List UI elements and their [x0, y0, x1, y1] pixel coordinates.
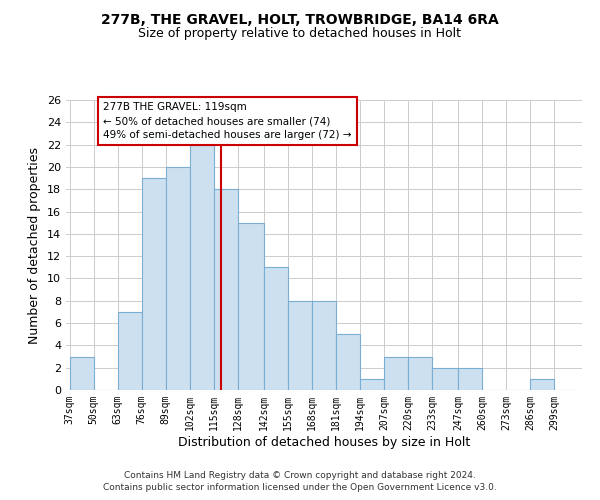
Bar: [166, 167, 190, 390]
Text: Contains public sector information licensed under the Open Government Licence v3: Contains public sector information licen…: [103, 484, 497, 492]
Text: 277B THE GRAVEL: 119sqm
← 50% of detached houses are smaller (74)
49% of semi-de: 277B THE GRAVEL: 119sqm ← 50% of detache…: [103, 102, 352, 140]
Bar: [142, 178, 166, 390]
Bar: [288, 301, 312, 390]
Bar: [238, 222, 264, 390]
Bar: [458, 368, 482, 390]
Bar: [264, 268, 288, 390]
Bar: [432, 368, 458, 390]
Bar: [70, 356, 94, 390]
Bar: [384, 356, 408, 390]
Bar: [336, 334, 360, 390]
X-axis label: Distribution of detached houses by size in Holt: Distribution of detached houses by size …: [178, 436, 470, 448]
Bar: [118, 312, 142, 390]
Bar: [312, 301, 336, 390]
Text: Size of property relative to detached houses in Holt: Size of property relative to detached ho…: [139, 28, 461, 40]
Bar: [190, 144, 214, 390]
Bar: [214, 189, 238, 390]
Bar: [408, 356, 432, 390]
Text: Contains HM Land Registry data © Crown copyright and database right 2024.: Contains HM Land Registry data © Crown c…: [124, 471, 476, 480]
Bar: [530, 379, 554, 390]
Bar: [360, 379, 384, 390]
Y-axis label: Number of detached properties: Number of detached properties: [28, 146, 41, 344]
Text: 277B, THE GRAVEL, HOLT, TROWBRIDGE, BA14 6RA: 277B, THE GRAVEL, HOLT, TROWBRIDGE, BA14…: [101, 12, 499, 26]
